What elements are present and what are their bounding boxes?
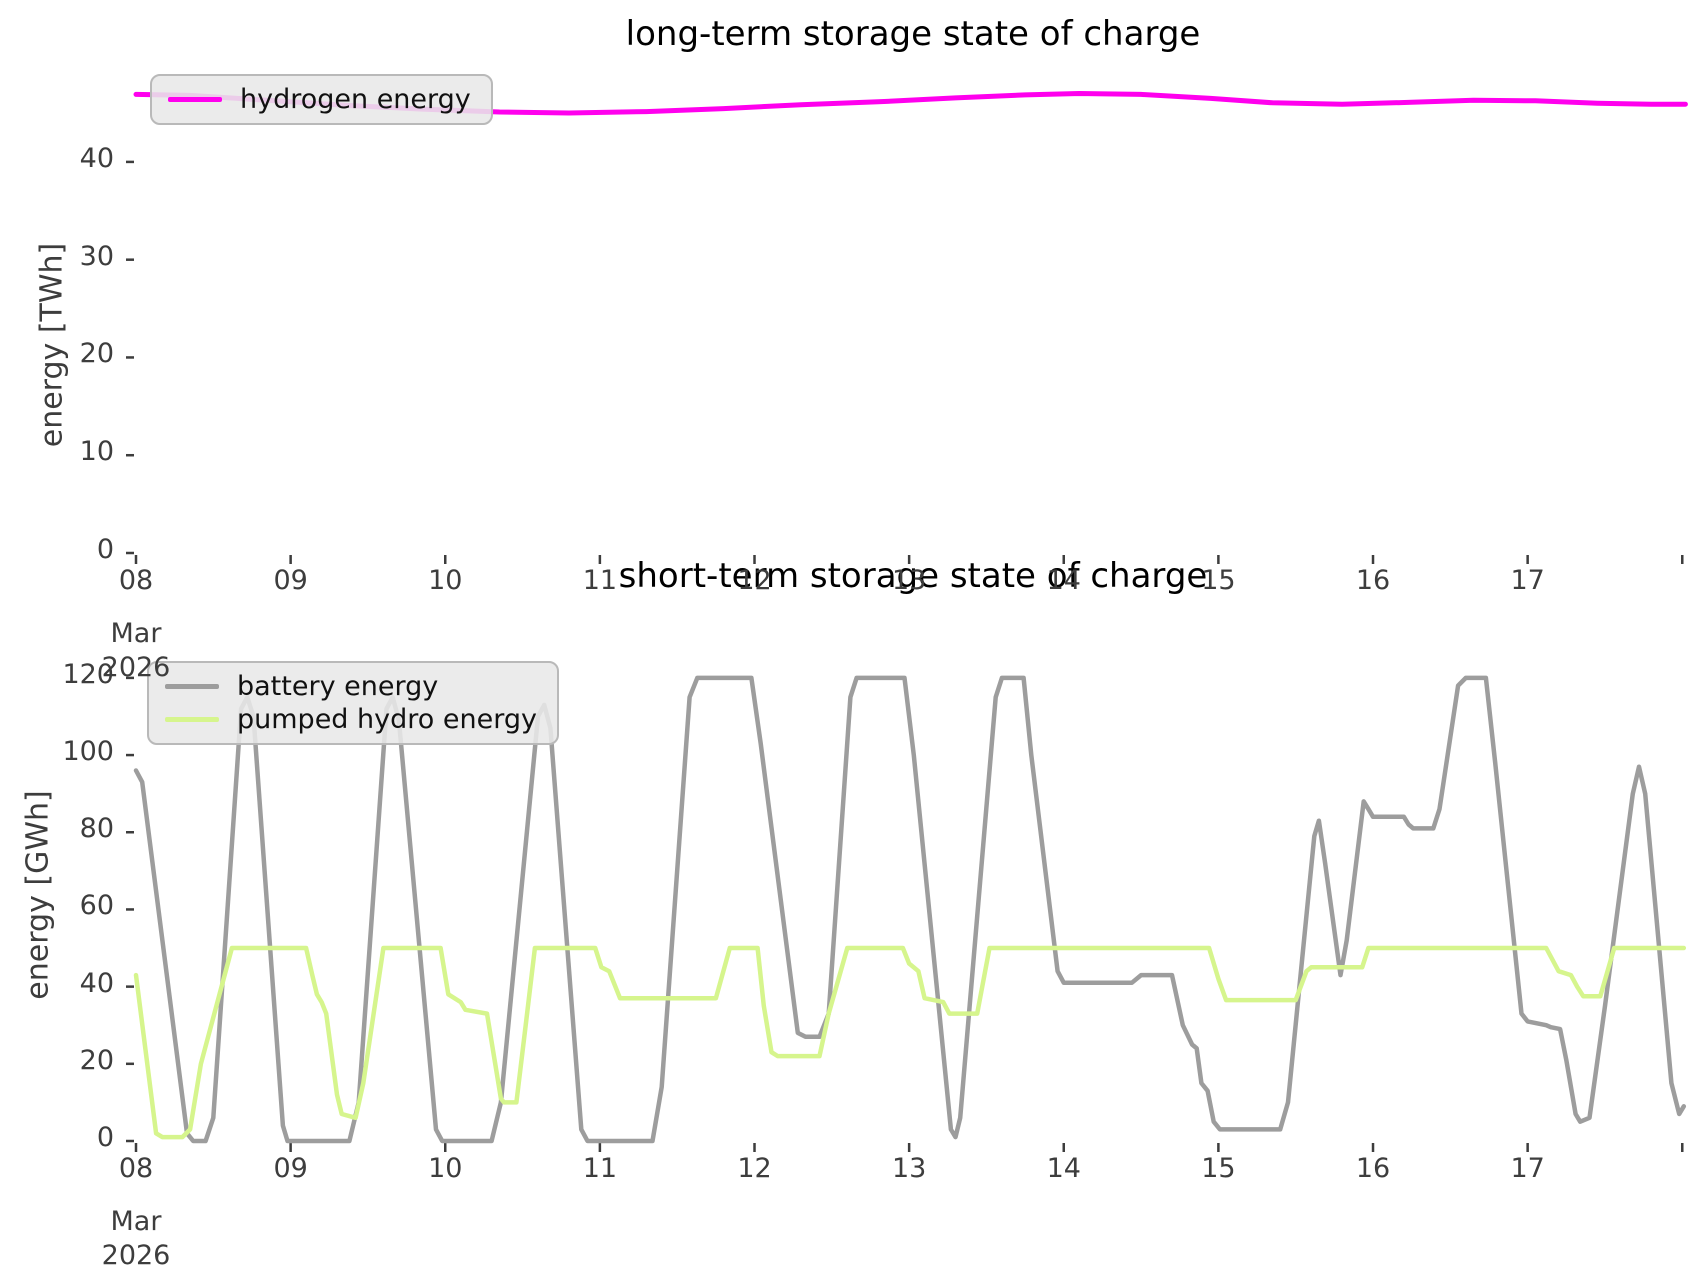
- x-tick-label: 11: [582, 1153, 618, 1184]
- x-tick-label: 17: [1510, 565, 1545, 596]
- y-tick-label: 30: [79, 240, 114, 272]
- x-tick-label: 13: [891, 565, 927, 596]
- y-tick-label: 40: [79, 142, 114, 174]
- x-tick-label: 13: [891, 1153, 927, 1184]
- legend-short-term: battery energy pumped hydro energy: [147, 661, 559, 745]
- chart-title-long-term: long-term storage state of charge: [625, 14, 1201, 54]
- x-tick-label: 10: [428, 1153, 463, 1184]
- legend-item: pumped hydro energy: [165, 704, 537, 735]
- x-tick-label: 08: [118, 565, 154, 596]
- x-tick-label: 08: [118, 1153, 154, 1184]
- x-tick-label: 16: [1355, 1153, 1391, 1184]
- legend-item: hydrogen energy: [168, 84, 471, 115]
- legend-label: hydrogen energy: [240, 84, 471, 115]
- legend-label: battery energy: [237, 671, 439, 702]
- x-tick-label: 15: [1201, 565, 1236, 596]
- y-tick-label: 0: [96, 534, 114, 565]
- legend-line-sample: [165, 717, 219, 722]
- legend-long-term: hydrogen energy: [150, 74, 493, 125]
- x-tick-label: 15: [1201, 1153, 1236, 1184]
- legend-label: pumped hydro energy: [237, 704, 537, 735]
- y-tick-label: 120: [62, 658, 114, 690]
- legend-line-sample: [165, 684, 219, 689]
- x-tick-label: 09: [273, 1153, 308, 1184]
- y-tick-label: 10: [79, 436, 114, 468]
- x-tick-sublabel: 2026: [101, 652, 171, 683]
- y-tick-label: 80: [79, 813, 114, 845]
- series-line-pumped-hydro-energy: [133, 945, 1687, 1140]
- x-tick-sublabel: Mar: [110, 1206, 162, 1237]
- x-tick-label: 17: [1510, 1153, 1545, 1184]
- y-tick-label: 60: [79, 890, 114, 922]
- y-tick-label: 0: [96, 1122, 114, 1153]
- x-tick-sublabel: Mar: [110, 618, 162, 649]
- x-tick-label: 14: [1046, 1153, 1081, 1184]
- x-tick-sublabel: 2026: [101, 1240, 171, 1271]
- x-tick-label: 09: [273, 565, 308, 596]
- y-tick-label: 20: [79, 1044, 114, 1076]
- legend-line-sample: [168, 97, 222, 102]
- y-tick-label: 20: [79, 338, 114, 370]
- x-tick-label: 10: [428, 565, 463, 596]
- y-tick-label: 100: [62, 736, 114, 768]
- legend-item: battery energy: [165, 671, 537, 702]
- x-tick-label: 12: [737, 1153, 772, 1184]
- x-tick-label: 16: [1355, 565, 1391, 596]
- chart-title-short-term: short-term storage state of charge: [618, 556, 1208, 596]
- x-tick-label: 12: [737, 565, 772, 596]
- y-tick-label: 40: [79, 967, 114, 999]
- series-line-battery-energy: [133, 675, 1687, 1144]
- x-tick-label: 14: [1046, 565, 1081, 596]
- x-tick-label: 11: [582, 565, 618, 596]
